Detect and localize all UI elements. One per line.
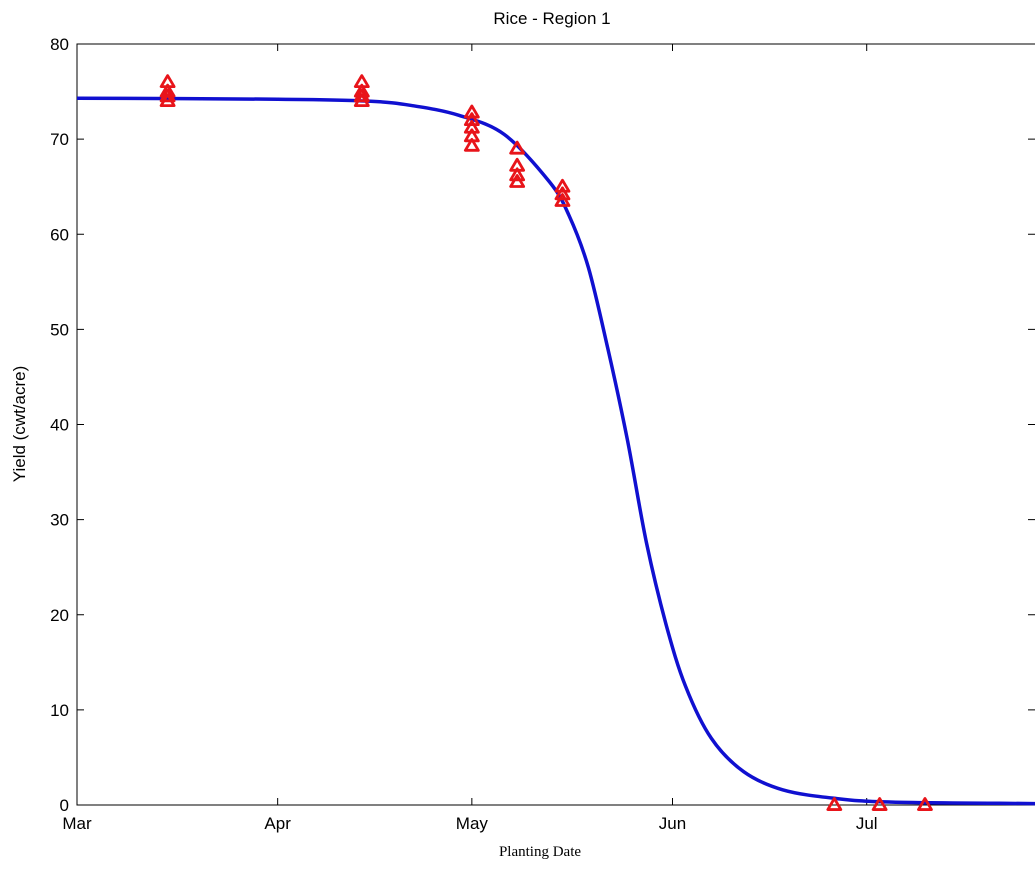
data-point-triangle [463, 112, 480, 127]
x-axis-label: Planting Date [499, 844, 581, 860]
data-point-triangle [554, 186, 571, 201]
y-tick-label: 20 [50, 606, 69, 625]
data-point-triangle [463, 104, 480, 119]
y-tick-label: 80 [50, 35, 69, 54]
x-tick-label: May [456, 814, 489, 833]
x-tick-label: Mar [62, 814, 92, 833]
plot-frame [76, 43, 1035, 806]
data-point-triangle [509, 174, 526, 188]
chart-title: Rice - Region 1 [493, 9, 610, 28]
axes-layer: 0 10 20 30 40 50 60 70 80 Mar Apr May Jun Jul [50, 35, 1035, 833]
data-point-triangle [554, 178, 571, 193]
data-point-triangle [353, 88, 370, 103]
y-tick-label: 50 [50, 320, 69, 339]
y-tick-label: 10 [50, 701, 69, 720]
data-point-triangle [159, 93, 176, 108]
data-point-triangle [917, 797, 933, 811]
y-tick-label: 0 [60, 796, 69, 815]
y-axis-label: Yield (cwt/acre) [10, 366, 29, 483]
data-point-triangle [159, 88, 176, 103]
data-points-layer [159, 74, 933, 811]
y-tick-label: 30 [50, 511, 69, 530]
y-tick-label: 60 [50, 225, 69, 244]
y-tick-label: 40 [50, 416, 69, 435]
data-point-triangle [463, 137, 480, 152]
x-tick-label: Apr [264, 814, 291, 833]
y-tick-label: 70 [50, 130, 69, 149]
x-tick-label: Jun [659, 814, 686, 833]
data-point-triangle [353, 93, 370, 108]
data-point-triangle [509, 140, 526, 155]
data-point-triangle [509, 167, 526, 182]
data-point-triangle [871, 797, 888, 811]
data-point-triangle [554, 193, 571, 207]
fitted-curve-layer [76, 96, 1035, 806]
data-point-triangle [826, 797, 843, 811]
x-tick-label: Jul [856, 814, 878, 833]
fitted-yield-curve [76, 96, 1035, 806]
